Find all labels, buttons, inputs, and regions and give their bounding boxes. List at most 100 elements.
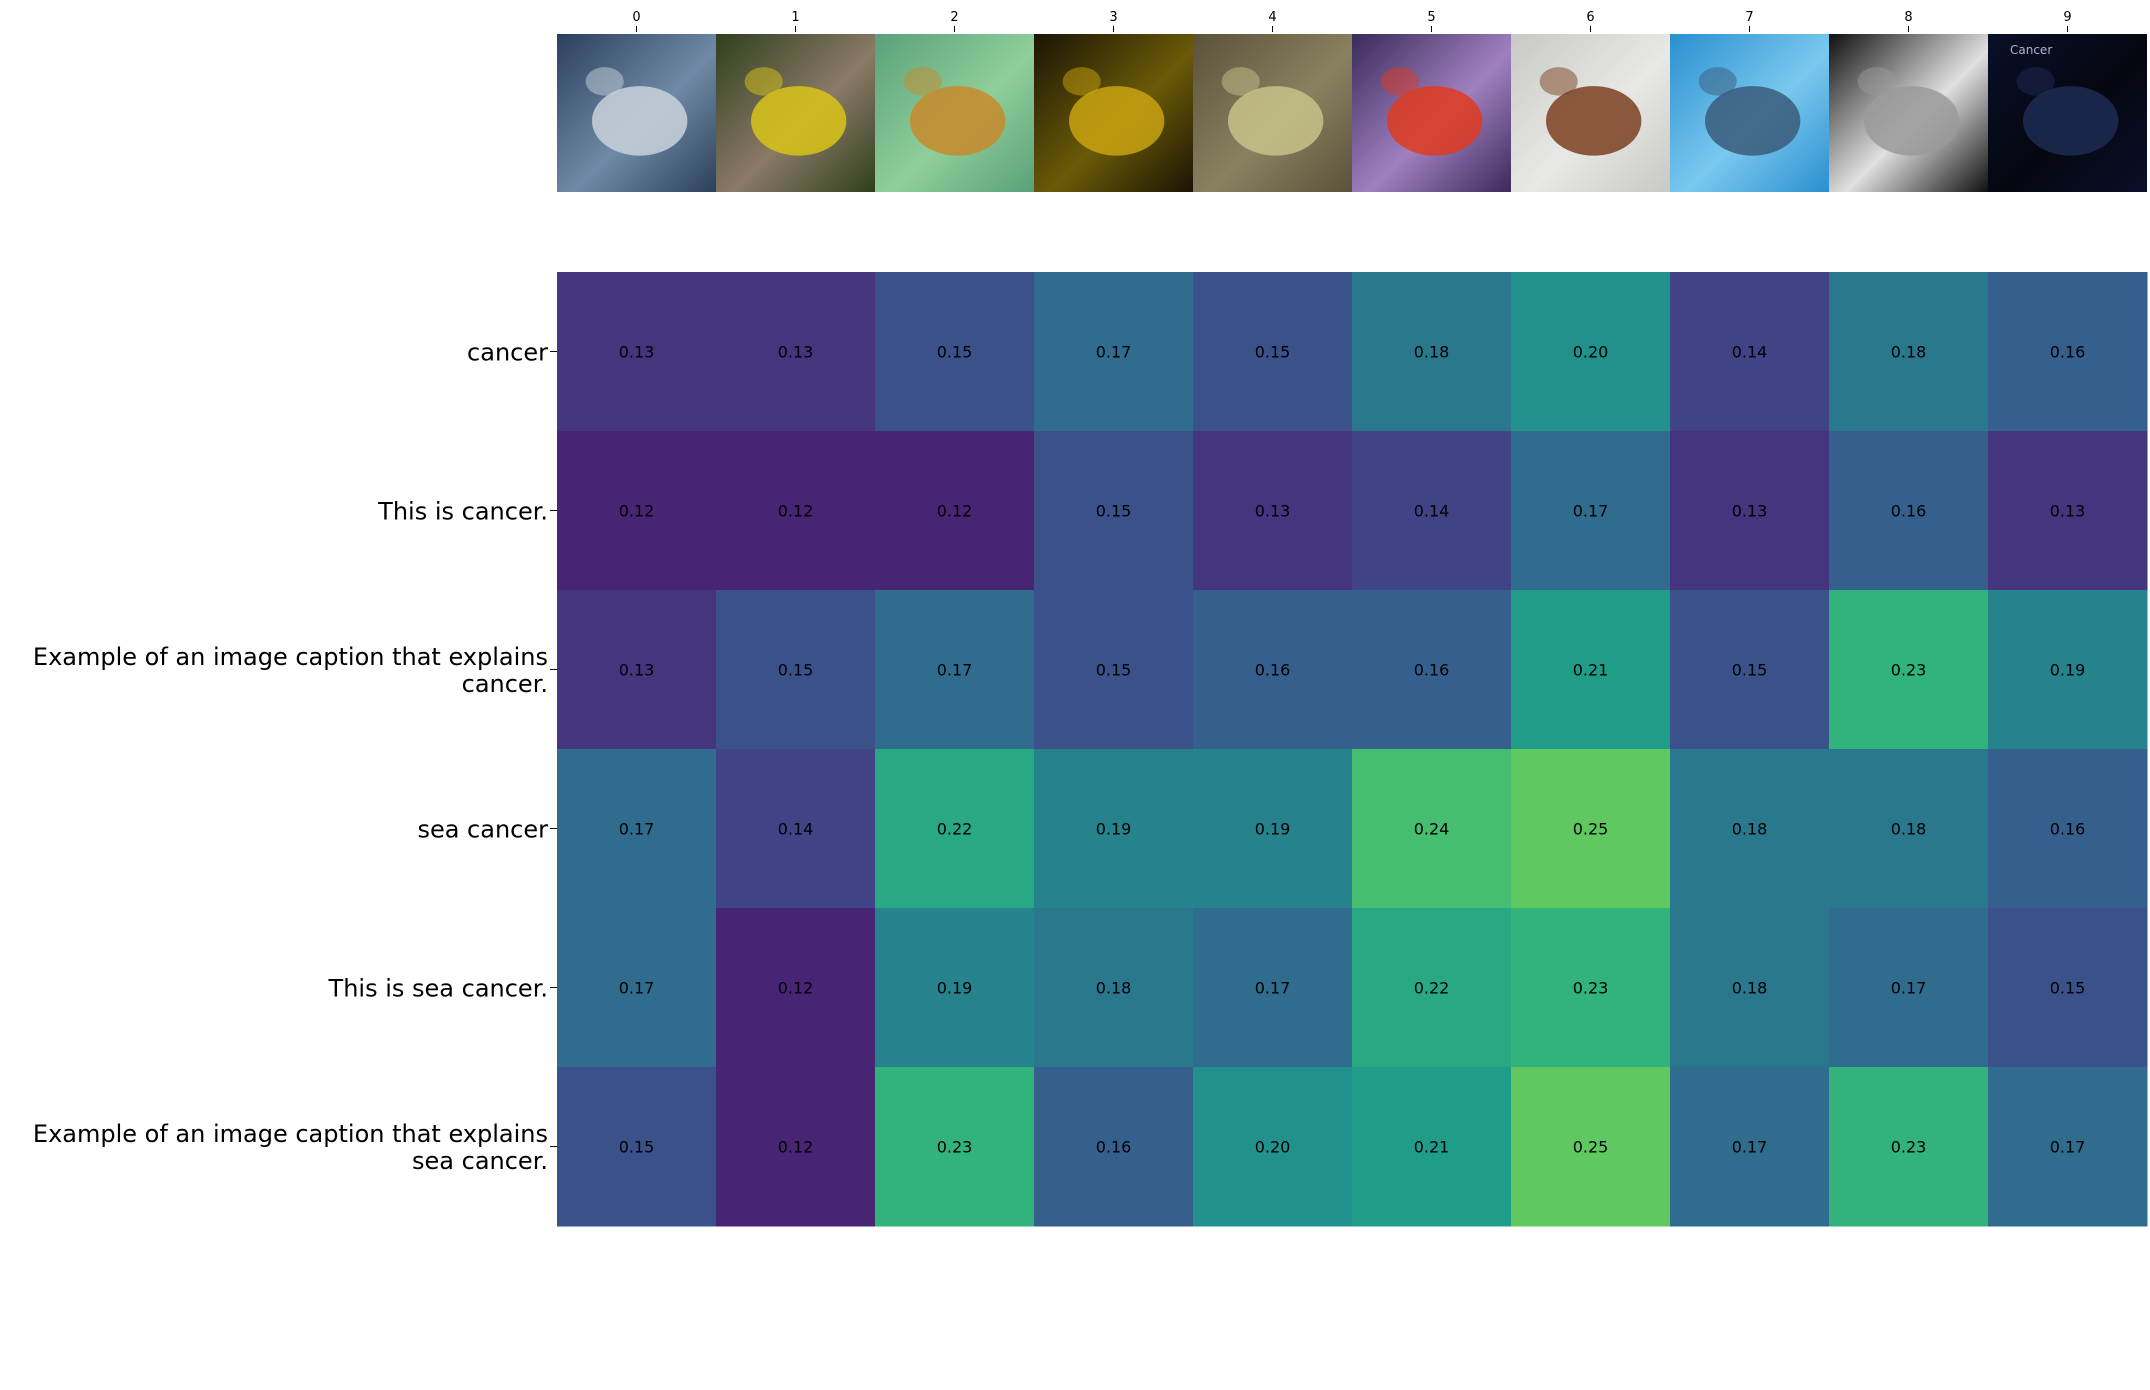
cell-value-label: 0.16	[1891, 502, 1927, 521]
heatmap-cell	[1829, 749, 1989, 909]
row-labels: cancer This is cancer. Example of an image…	[33, 339, 557, 1175]
heatmap-cell	[1352, 908, 1512, 1068]
column-tick-label: 0	[632, 10, 640, 25]
column-tick-label: 5	[1427, 10, 1435, 25]
heatmap-cell	[1193, 1067, 1353, 1227]
cell-value-label: 0.17	[1891, 979, 1927, 998]
column-tick-label: 6	[1586, 10, 1594, 25]
cell-value-label: 0.21	[1414, 1138, 1450, 1157]
heatmap-cell	[1511, 1067, 1671, 1227]
heatmap-cell	[1829, 272, 1989, 432]
row-label: Example of an image caption that explain…	[33, 1120, 548, 1175]
heatmap-cell	[1670, 431, 1830, 591]
cell-value-label: 0.25	[1573, 820, 1609, 839]
heatmap-cell	[875, 908, 1035, 1068]
cell-value-label: 0.20	[1255, 1138, 1291, 1157]
heatmap-cell	[1670, 908, 1830, 1068]
heatmap-cell	[1670, 590, 1830, 750]
cell-value-label: 0.18	[1891, 343, 1927, 362]
heatmap-cell	[1034, 1067, 1194, 1227]
thumbnail-strip: Cancer	[557, 34, 2147, 192]
cell-value-label: 0.25	[1573, 1138, 1609, 1157]
thumbnail-caption: Cancer	[2010, 43, 2052, 57]
cell-value-label: 0.16	[1096, 1138, 1132, 1157]
cell-value-label: 0.13	[1732, 502, 1768, 521]
cell-value-label: 0.15	[1096, 502, 1132, 521]
heatmap-cell	[557, 272, 717, 432]
cell-value-label: 0.15	[619, 1138, 655, 1157]
cell-value-label: 0.12	[778, 1138, 814, 1157]
heatmap-cell	[1829, 590, 1989, 750]
cell-value-label: 0.13	[1255, 502, 1291, 521]
heatmap-cell	[1034, 272, 1194, 432]
heatmap-cell	[716, 1067, 876, 1227]
cell-value-label: 0.16	[2050, 820, 2086, 839]
yellow-flowers-image	[716, 34, 875, 192]
cell-value-label: 0.15	[1096, 661, 1132, 680]
heatmap-cell	[1829, 908, 1989, 1068]
cell-value-label: 0.17	[2050, 1138, 2086, 1157]
cell-value-label: 0.17	[619, 820, 655, 839]
heatmap-cell	[875, 749, 1035, 909]
cell-value-label: 0.23	[1891, 1138, 1927, 1157]
cell-value-label: 0.19	[1096, 820, 1132, 839]
heatmap-cell	[875, 1067, 1035, 1227]
heatmap-cell	[1193, 272, 1353, 432]
cell-value-label: 0.12	[619, 502, 655, 521]
heatmap-cell	[1193, 908, 1353, 1068]
heatmap-cell	[1511, 431, 1671, 591]
heatmap-cell	[716, 272, 876, 432]
cell-value-label: 0.15	[1732, 661, 1768, 680]
cell-value-label: 0.12	[778, 979, 814, 998]
heatmap-cell	[875, 590, 1035, 750]
heatmap-cell	[1988, 272, 2148, 432]
column-tick-labels: 0 1 2 3 4 5 6 7 8 9	[632, 10, 2072, 32]
heatmap-cell	[1988, 431, 2148, 591]
heatmap-cell	[1511, 272, 1671, 432]
orange-coral-image	[875, 34, 1034, 192]
heatmap-cell	[716, 908, 876, 1068]
heatmap-cell	[1511, 749, 1671, 909]
heatmap-cell	[1352, 1067, 1512, 1227]
heatmap-cell	[875, 272, 1035, 432]
heatmap-cell	[716, 431, 876, 591]
cell-value-label: 0.16	[1255, 661, 1291, 680]
cell-value-label: 0.13	[778, 343, 814, 362]
cell-value-label: 0.18	[1891, 820, 1927, 839]
heatmap-cell	[1670, 1067, 1830, 1227]
heatmap-cell	[1352, 590, 1512, 750]
cell-value-label: 0.20	[1573, 343, 1609, 362]
heatmap-cells: 0.13 0.13 0.15 0.17 0.15 0.18 0.20 0.14 0.18 0.16…	[557, 272, 2148, 1227]
heatmap-cell	[1670, 749, 1830, 909]
crab-image	[1511, 34, 1670, 192]
heatmap-cell	[1034, 908, 1194, 1068]
cell-value-label: 0.15	[1255, 343, 1291, 362]
column-tick-label: 8	[1904, 10, 1912, 25]
cell-value-label: 0.13	[619, 661, 655, 680]
cell-value-label: 0.19	[1255, 820, 1291, 839]
row-label: sea cancer	[417, 816, 548, 844]
heatmap-cell	[1988, 908, 2148, 1068]
heatmap-cell	[1511, 590, 1671, 750]
cell-value-label: 0.23	[937, 1138, 973, 1157]
cell-value-label: 0.14	[778, 820, 814, 839]
heatmap-cell	[1193, 431, 1353, 591]
cell-value-label: 0.17	[1732, 1138, 1768, 1157]
heatmap-cell	[716, 749, 876, 909]
cell-value-label: 0.17	[619, 979, 655, 998]
heatmap-cell	[1193, 749, 1353, 909]
heatmap-cell	[1352, 749, 1512, 909]
column-tick-label: 4	[1268, 10, 1276, 25]
heatmap-cell	[1988, 1067, 2148, 1227]
cell-value-label: 0.22	[1414, 979, 1450, 998]
heatmap-cell	[1988, 749, 2148, 909]
heatmap-cell	[557, 749, 717, 909]
heatmap-cell	[1511, 908, 1671, 1068]
heatmap-cell	[1829, 431, 1989, 591]
cell-value-label: 0.16	[2050, 343, 2086, 362]
heatmap-cell	[557, 1067, 717, 1227]
heatmap-cell	[1352, 272, 1512, 432]
column-tick-label: 3	[1109, 10, 1117, 25]
heatmap-cell	[557, 590, 717, 750]
heatmap-cell	[557, 908, 717, 1068]
